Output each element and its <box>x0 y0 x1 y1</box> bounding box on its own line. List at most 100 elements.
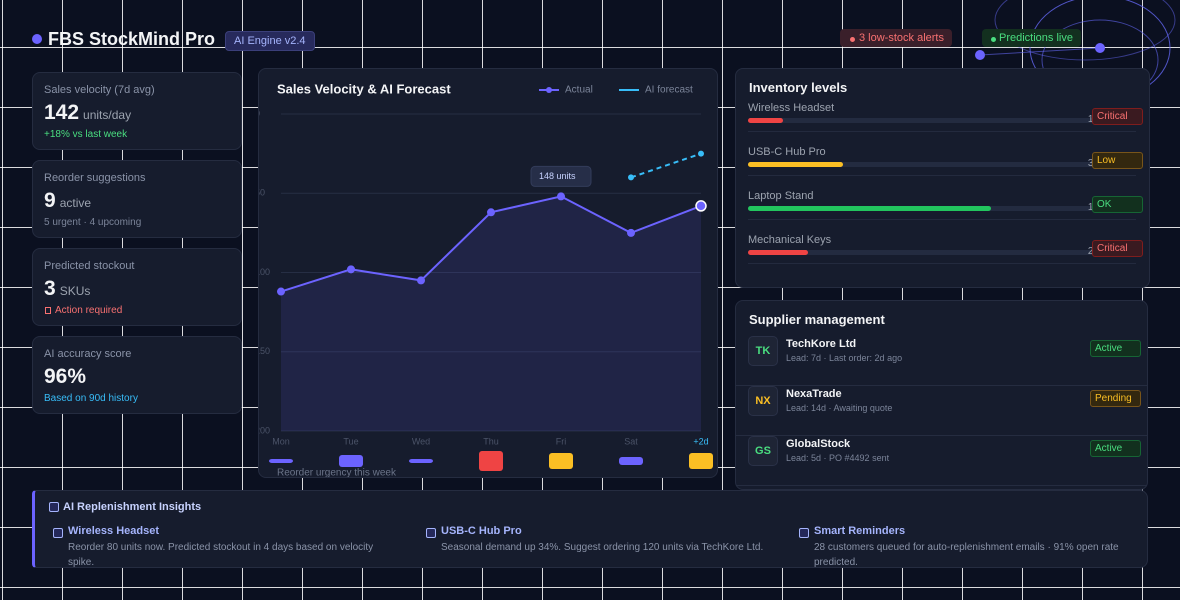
kpi-card: Sales velocity (7d avg) 142 units/day +18… <box>32 72 242 150</box>
supplier-row[interactable]: TK TechKore Ltd Lead: 7d · Last order: 2d … <box>736 336 1147 386</box>
kpi-card: Predicted stockout 3 SKUs Action required <box>32 248 242 326</box>
kpi-unit: units/day <box>83 108 132 122</box>
kpi-note: Action required <box>55 305 123 316</box>
insight-icon <box>426 528 436 538</box>
status-badge: Active <box>1090 340 1141 357</box>
y-tick-label: 100 <box>259 267 270 277</box>
y-tick-label: 200 <box>259 425 270 435</box>
alert-pill[interactable]: 3 low-stock alerts <box>840 29 952 47</box>
kpi-number: 9 <box>44 189 56 212</box>
tooltip-text: 148 units <box>539 171 576 181</box>
urgency-bar <box>269 459 293 463</box>
warning-icon <box>45 307 51 314</box>
line <box>630 152 702 179</box>
kpi-number: 96% <box>44 365 87 388</box>
y-tick-label: 150 <box>259 346 270 356</box>
point <box>557 192 565 201</box>
kpi-card: AI accuracy score 96% Based on 90d histo… <box>32 336 242 414</box>
x-tick-label: Fri <box>556 436 567 446</box>
item-name: Laptop Stand <box>748 190 814 202</box>
supplier-detail: Lead: 5d · PO #4492 sent <box>786 453 890 463</box>
status-badge: Critical <box>1092 108 1143 125</box>
point <box>695 200 707 212</box>
level-track <box>748 162 1100 167</box>
legend-label: Actual <box>565 85 593 96</box>
insight-icon <box>53 528 63 538</box>
kpi-label: Sales velocity (7d avg) <box>44 84 155 96</box>
urgency-label: Reorder urgency this week <box>277 468 397 477</box>
insights-title: AI Replenishment Insights <box>63 501 202 513</box>
kpi-note: 5 urgent · 4 upcoming <box>44 217 142 228</box>
insight-text: Seasonal demand up 34%. Suggest ordering… <box>441 542 764 553</box>
kpi-number: 142 <box>44 101 80 124</box>
app-title: FBS StockMind Pro <box>48 29 216 49</box>
supplier-detail: Lead: 14d · Awaiting quote <box>786 403 893 413</box>
supplier-name: TechKore Ltd <box>786 338 857 350</box>
insights-panel: AI Replenishment Insights Wireless Heads… <box>32 490 1148 568</box>
level-track <box>748 250 1100 255</box>
card-title: Inventory levels <box>749 80 848 95</box>
urgency-bar <box>549 453 573 469</box>
status-badge: Low <box>1092 152 1143 169</box>
kpi-number: 3 <box>44 277 56 300</box>
x-tick-label: Thu <box>483 436 499 446</box>
y-tick-label: 0 <box>259 108 260 118</box>
insight-title: Smart Reminders <box>814 525 906 537</box>
row-divider <box>748 219 1136 220</box>
status-badge: Active <box>1090 440 1141 457</box>
kpi-value: 3 SKUs <box>44 277 90 301</box>
urgency-bar <box>339 455 363 467</box>
card-title: Supplier management <box>749 312 885 327</box>
row-divider <box>748 131 1136 132</box>
point <box>417 276 425 285</box>
supplier-row[interactable]: GS GlobalStock Lead: 5d · PO #4492 sent Act… <box>736 436 1147 486</box>
level-bar <box>748 250 808 255</box>
status-badge: Pending <box>1090 390 1141 407</box>
level-bar <box>748 206 991 211</box>
alert-dot <box>850 37 855 42</box>
supplier-avatar: TK <box>748 336 778 366</box>
x-tick-label: Wed <box>412 436 430 446</box>
level-track <box>748 206 1100 211</box>
point <box>487 208 495 217</box>
status-dot <box>991 37 996 42</box>
supplier-detail: Lead: 7d · Last order: 2d ago <box>786 353 903 363</box>
supplier-avatar: GS <box>748 436 778 466</box>
supplier-row[interactable]: NX NexaTrade Lead: 14d · Awaiting quote Pen… <box>736 386 1147 436</box>
insight-icon <box>799 528 809 538</box>
status-badge: OK <box>1092 196 1143 213</box>
area <box>281 196 701 431</box>
level-bar <box>748 118 784 123</box>
urgency-bar <box>409 459 433 463</box>
tooltip-box <box>530 165 592 187</box>
item-name: Mechanical Keys <box>748 234 832 246</box>
urgency-bar <box>619 457 643 465</box>
insight-text: 28 customers queued for auto-replenishme… <box>814 542 1119 568</box>
item-name: USB-C Hub Pro <box>748 146 826 158</box>
supplier-name: NexaTrade <box>786 388 842 400</box>
kpi-card: Reorder suggestions 9 active 5 urgent · 4… <box>32 160 242 238</box>
row-divider <box>748 175 1136 176</box>
status-pill: Predictions live <box>982 29 1081 47</box>
insights-icon <box>49 502 59 512</box>
row-divider <box>748 263 1136 264</box>
kpi-note: Based on 90d history <box>44 393 138 404</box>
level-track <box>748 118 1100 123</box>
urgency-bar <box>479 451 503 471</box>
alert-text: 3 low-stock alerts <box>859 32 944 44</box>
status-badge: Critical <box>1092 240 1143 257</box>
chart-title: Sales Velocity & AI Forecast <box>277 81 451 96</box>
point <box>627 228 635 237</box>
kpi-unit: active <box>59 196 92 210</box>
chart-card: Sales Velocity & AI Forecast 0 50 100 150 20… <box>258 68 718 478</box>
item-name: Wireless Headset <box>748 102 835 114</box>
x-tick-label: Mon <box>272 436 290 446</box>
x-tick-label: Tue <box>343 436 358 446</box>
kpi-label: Predicted stockout <box>44 260 135 272</box>
urgency-bar <box>689 453 713 469</box>
legend-label: AI forecast <box>645 85 693 96</box>
legend-dot <box>546 87 552 93</box>
kpi-value: 96% <box>44 365 86 389</box>
